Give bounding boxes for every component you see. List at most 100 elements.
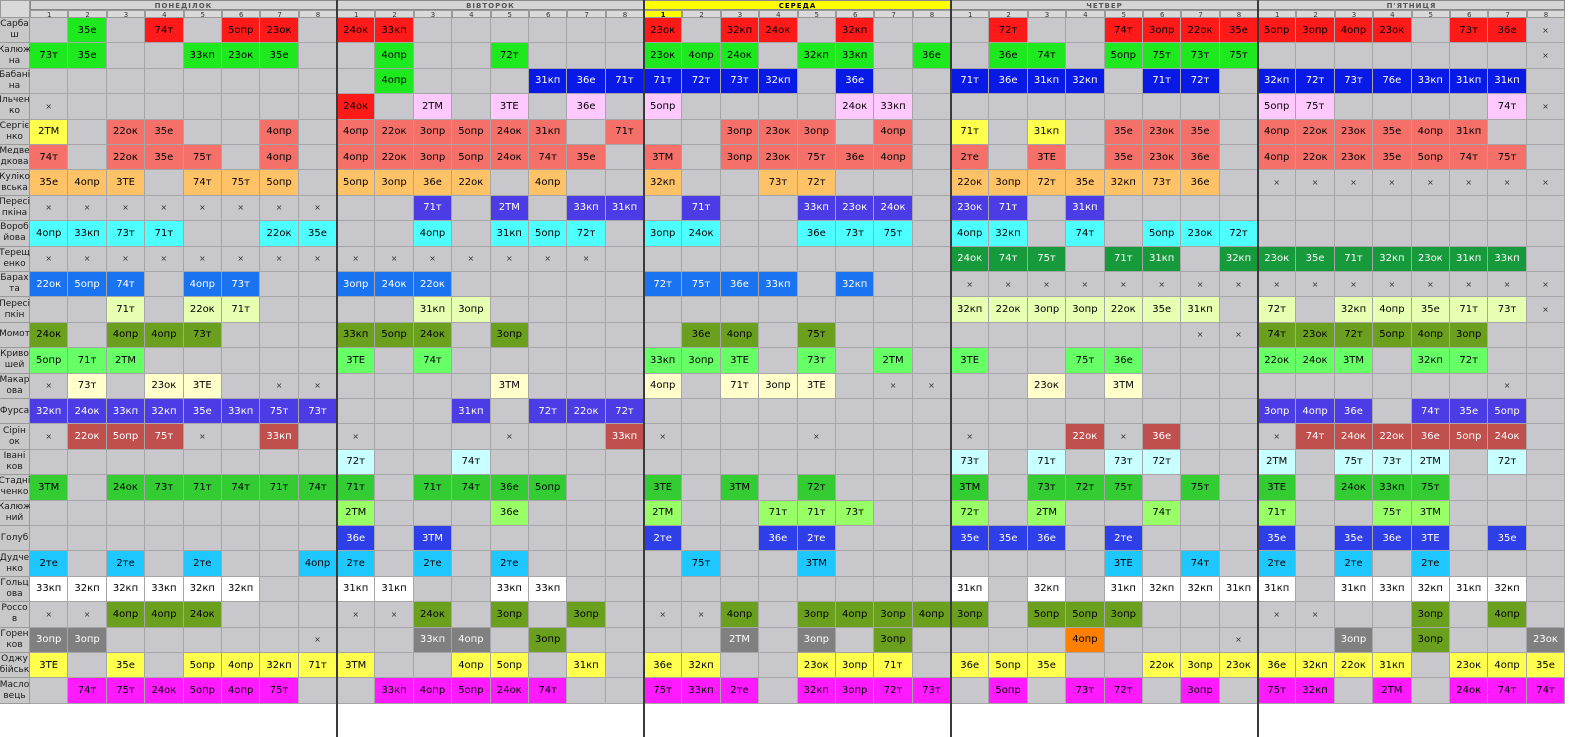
unavailable-cell[interactable]: × [1373,272,1412,298]
empty-cell[interactable] [682,145,721,171]
lesson-cell[interactable]: 71т [183,475,222,501]
lesson-cell[interactable]: 36е [797,221,836,247]
lesson-cell[interactable]: 72т [1296,68,1335,95]
lesson-cell[interactable]: 32кп [797,678,836,704]
lesson-cell[interactable]: 73т [30,43,69,69]
lesson-cell[interactable]: 31кп [1450,246,1489,272]
empty-cell[interactable] [1104,221,1143,247]
empty-cell[interactable] [413,43,453,69]
lesson-cell[interactable]: 3опр [452,297,491,323]
empty-cell[interactable] [1066,551,1105,577]
empty-cell[interactable] [605,500,645,526]
lesson-cell[interactable]: 36е [337,526,376,552]
lesson-cell[interactable]: 4опр [1411,119,1450,145]
empty-cell[interactable] [145,551,184,577]
empty-cell[interactable] [720,94,760,120]
unavailable-cell[interactable]: × [1104,272,1143,298]
lesson-cell[interactable]: 74т [989,246,1028,272]
empty-cell[interactable] [759,246,798,272]
lesson-cell[interactable]: 3ТМ [413,526,453,552]
empty-cell[interactable] [490,399,529,425]
empty-cell[interactable] [720,399,760,425]
lesson-cell[interactable]: 24ок [145,678,184,704]
empty-cell[interactable] [912,68,952,95]
empty-cell[interactable] [644,449,683,476]
lesson-cell[interactable]: 32кп [1027,576,1067,603]
empty-cell[interactable] [1334,221,1374,247]
lesson-cell[interactable]: 71т [874,653,913,679]
unavailable-cell[interactable]: × [30,94,69,120]
unavailable-cell[interactable]: × [106,246,146,272]
lesson-cell[interactable]: 36е [1411,424,1450,450]
lesson-cell[interactable]: 71т [106,297,146,323]
empty-cell[interactable] [413,653,453,679]
unavailable-cell[interactable]: × [490,424,529,450]
lesson-cell[interactable]: 24ок [682,221,721,247]
empty-cell[interactable] [989,322,1028,349]
empty-cell[interactable] [605,373,645,399]
lesson-cell[interactable]: 23ок [1411,246,1450,272]
empty-cell[interactable] [413,424,453,450]
empty-cell[interactable] [106,43,146,69]
empty-cell[interactable] [1296,500,1335,526]
empty-cell[interactable] [1219,119,1259,145]
lesson-cell[interactable]: 2ТМ [1258,449,1297,476]
empty-cell[interactable] [1373,602,1412,628]
lesson-cell[interactable]: 33кп [68,221,107,247]
lesson-cell[interactable]: 2те [1334,551,1374,577]
empty-cell[interactable] [1296,551,1335,577]
lesson-cell[interactable]: 35е [1219,18,1259,44]
empty-cell[interactable] [337,68,376,95]
empty-cell[interactable] [912,627,952,653]
lesson-cell[interactable]: 24ок [1450,678,1489,704]
empty-cell[interactable] [222,322,261,349]
lesson-cell[interactable]: 3ТМ [951,475,990,501]
lesson-cell[interactable]: 4опр [260,145,299,171]
lesson-cell[interactable]: 4опр [145,322,184,349]
empty-cell[interactable] [720,424,760,450]
lesson-cell[interactable]: 73т [222,272,261,298]
lesson-cell[interactable]: 4опр [1066,627,1105,653]
unavailable-cell[interactable]: × [413,246,453,272]
lesson-cell[interactable]: 31кп [375,576,414,603]
unavailable-cell[interactable]: × [68,246,107,272]
lesson-cell[interactable]: 4опр [951,221,990,247]
empty-cell[interactable] [1027,195,1067,222]
empty-cell[interactable] [989,576,1028,603]
empty-cell[interactable] [1066,500,1105,526]
lesson-cell[interactable]: 73т [1027,475,1067,501]
lesson-cell[interactable]: 32кп [797,43,836,69]
lesson-cell[interactable]: 3ТЕ [951,348,990,374]
empty-cell[interactable] [567,576,606,603]
lesson-cell[interactable]: 72т [1066,475,1105,501]
empty-cell[interactable] [413,449,453,476]
lesson-cell[interactable]: 33кп [836,43,875,69]
lesson-cell[interactable]: 3ТМ [644,145,683,171]
lesson-cell[interactable]: 74т [30,145,69,171]
lesson-cell[interactable]: 32кп [68,576,107,603]
lesson-cell[interactable]: 24ок [490,678,529,704]
lesson-cell[interactable]: 2ТМ [413,94,453,120]
empty-cell[interactable] [1181,424,1220,450]
lesson-cell[interactable]: 31кп [1027,68,1067,95]
empty-cell[interactable] [68,94,107,120]
empty-cell[interactable] [797,272,836,298]
lesson-cell[interactable]: 32кп [759,68,798,95]
empty-cell[interactable] [682,246,721,272]
lesson-cell[interactable]: 3опр [490,322,529,349]
empty-cell[interactable] [260,94,299,120]
lesson-cell[interactable]: 36е [720,272,760,298]
lesson-cell[interactable]: 2те [183,551,222,577]
lesson-cell[interactable]: 71т [682,195,721,222]
empty-cell[interactable] [567,119,606,145]
empty-cell[interactable] [183,18,222,44]
empty-cell[interactable] [106,68,146,95]
lesson-cell[interactable]: 36е [989,68,1028,95]
lesson-cell[interactable]: 24ок [836,94,875,120]
lesson-cell[interactable]: 33кп [1488,246,1527,272]
lesson-cell[interactable]: 3ТЕ [644,475,683,501]
empty-cell[interactable] [222,526,261,552]
empty-cell[interactable] [912,322,952,349]
empty-cell[interactable] [1488,551,1527,577]
lesson-cell[interactable]: 22ок [68,424,107,450]
